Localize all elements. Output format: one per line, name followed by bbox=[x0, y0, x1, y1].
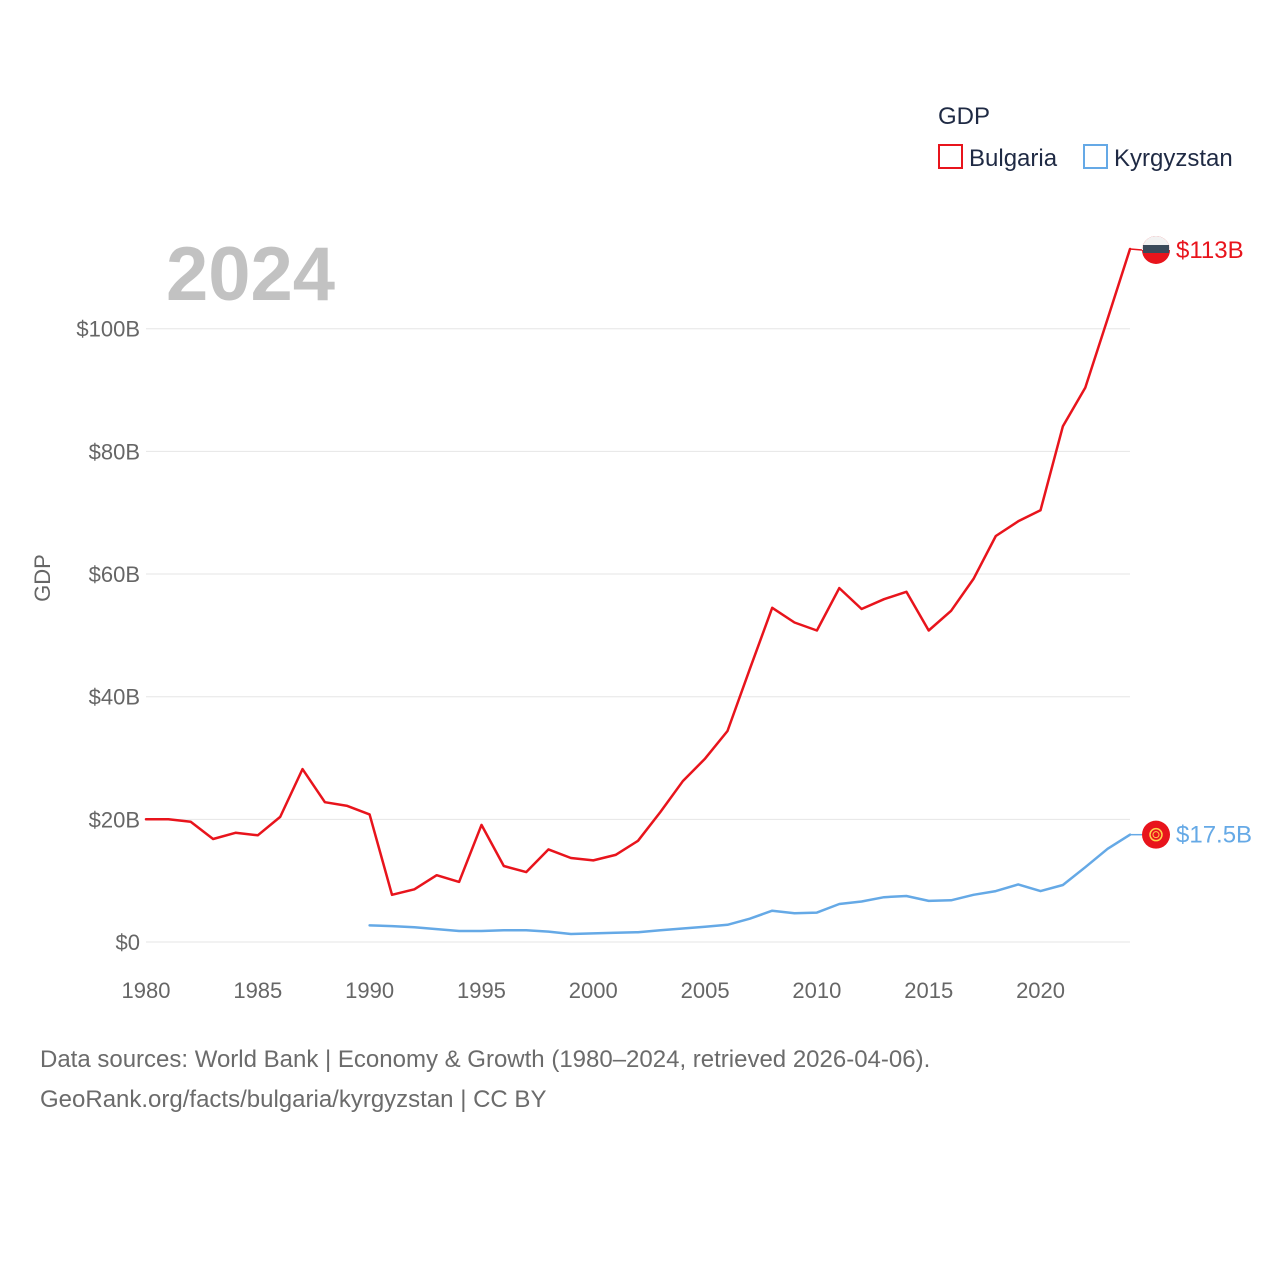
y-tick-label: $100B bbox=[76, 317, 140, 342]
x-tick-label: 2010 bbox=[792, 978, 841, 1003]
series-lines bbox=[144, 247, 1132, 936]
end-value-label-bulgaria: $113B bbox=[1176, 237, 1244, 264]
y-tick-label: $80B bbox=[89, 439, 140, 464]
y-axis-ticks: $0 $20B $40B $60B $80B $100B bbox=[76, 317, 140, 955]
legend-swatch-kyrgyzstan bbox=[1083, 144, 1108, 169]
series-line-kyrgyzstan[interactable] bbox=[368, 833, 1132, 936]
x-tick-label: 2015 bbox=[904, 978, 953, 1003]
x-tick-label: 1995 bbox=[457, 978, 506, 1003]
legend-title: GDP bbox=[938, 103, 990, 130]
year-label: 2024 bbox=[166, 232, 335, 317]
x-tick-label: 1980 bbox=[122, 978, 171, 1003]
x-tick-label: 1985 bbox=[233, 978, 282, 1003]
legend-swatch-bulgaria bbox=[938, 144, 963, 169]
x-axis-ticks: 1980 1985 1990 1995 2000 2005 2010 2015 2020 bbox=[122, 978, 1065, 1003]
y-axis-title: GDP bbox=[30, 554, 55, 602]
end-connector-bulgaria bbox=[1129, 248, 1143, 251]
x-tick-label: 2000 bbox=[569, 978, 618, 1003]
series-line-bulgaria[interactable] bbox=[144, 247, 1132, 897]
grid-lines bbox=[146, 328, 1130, 943]
y-tick-label: $20B bbox=[89, 807, 140, 832]
y-tick-label: $60B bbox=[89, 562, 140, 587]
y-tick-label: $40B bbox=[89, 685, 140, 710]
y-tick-label: $0 bbox=[116, 930, 140, 955]
end-value-label-kyrgyzstan: $17.5B bbox=[1176, 822, 1252, 849]
legend-label-kyrgyzstan: Kyrgyzstan bbox=[1114, 145, 1233, 172]
flag-icon-bulgaria bbox=[1142, 236, 1170, 264]
x-tick-label: 2020 bbox=[1016, 978, 1065, 1003]
flag-icon-kyrgyzstan bbox=[1142, 820, 1170, 849]
legend-item-bulgaria[interactable]: Bulgaria bbox=[938, 144, 1058, 172]
legend-label-bulgaria: Bulgaria bbox=[969, 145, 1058, 172]
footer-link: GeoRank.org/facts/bulgaria/kyrgyzstan | … bbox=[40, 1086, 547, 1113]
footer: Data sources: World Bank | Economy & Gro… bbox=[40, 1040, 930, 1120]
x-tick-label: 2005 bbox=[681, 978, 730, 1003]
footer-sources: Data sources: World Bank | Economy & Gro… bbox=[40, 1046, 931, 1073]
end-markers: $113B $17.5B bbox=[1129, 236, 1252, 849]
legend-item-kyrgyzstan[interactable]: Kyrgyzstan bbox=[1083, 144, 1233, 172]
legend: GDP Bulgaria Kyrgyzstan bbox=[938, 103, 1233, 172]
x-tick-label: 1990 bbox=[345, 978, 394, 1003]
